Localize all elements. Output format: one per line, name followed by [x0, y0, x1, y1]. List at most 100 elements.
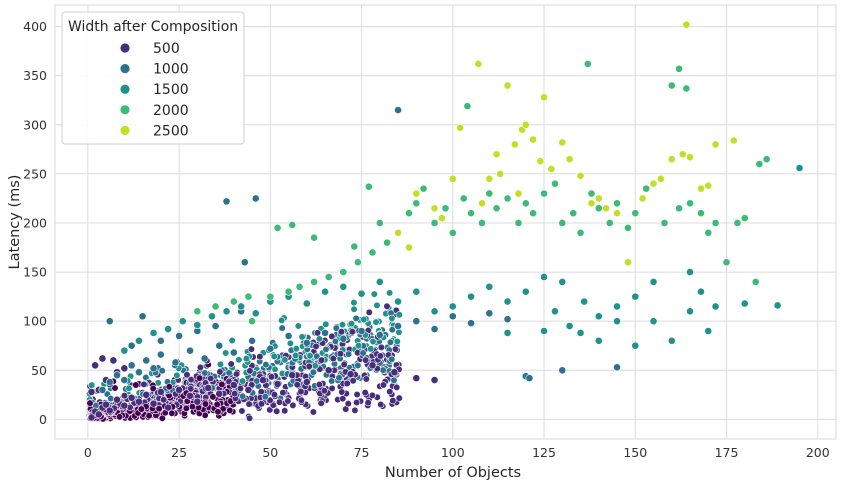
data-point-1000 [339, 334, 348, 343]
data-point-2000 [310, 233, 319, 242]
data-point [344, 350, 353, 358]
data-point [140, 380, 148, 388]
data-point [247, 345, 256, 353]
data-point-2500 [478, 199, 486, 208]
data-point [389, 396, 397, 405]
data-point [328, 377, 336, 385]
data-point [88, 381, 96, 389]
data-point-2500 [394, 228, 402, 237]
data-point-1500 [375, 277, 384, 286]
data-point [120, 392, 129, 400]
data-point-1500 [237, 302, 246, 311]
data-point-1000 [138, 312, 147, 321]
data-point [213, 400, 221, 408]
data-point-2000 [310, 277, 319, 286]
data-point-500 [87, 387, 96, 396]
data-point-1000 [211, 322, 220, 330]
x-tick-label: 125 [532, 445, 556, 460]
data-point-500 [109, 356, 118, 365]
y-tick-label: 300 [23, 117, 47, 132]
data-point-2500 [437, 214, 446, 222]
data-point-2000 [405, 209, 413, 218]
data-point-2000 [613, 199, 621, 208]
data-point-2000 [540, 189, 548, 198]
data-point [386, 388, 394, 396]
data-point-2000 [459, 194, 468, 203]
data-point-1500 [222, 307, 231, 316]
data-point-2000 [492, 204, 501, 213]
data-point [207, 374, 215, 383]
data-point [391, 345, 400, 353]
data-point-2500 [405, 243, 413, 252]
data-point-1500 [251, 309, 260, 318]
data-point-500 [273, 380, 282, 388]
data-point [352, 314, 360, 322]
data-point [322, 345, 330, 353]
data-point [395, 328, 403, 336]
x-axis-label: Number of Objects [385, 465, 521, 481]
gridlines [55, 5, 836, 439]
data-point-1500 [339, 282, 348, 291]
data-point-2000 [419, 184, 428, 193]
y-tick-label: 50 [31, 363, 47, 378]
data-point [289, 401, 297, 409]
data-point-1000 [467, 319, 475, 328]
data-point [137, 405, 145, 413]
data-point-1500 [540, 327, 548, 335]
y-tick-label: 200 [23, 215, 47, 230]
data-point-2000 [711, 219, 720, 227]
data-point [238, 377, 247, 385]
data-point-1000 [251, 194, 260, 203]
data-point-1000 [321, 329, 329, 337]
data-point [317, 399, 325, 407]
data-point [261, 393, 269, 401]
data-point [270, 352, 278, 361]
y-tick-label: 150 [23, 265, 47, 280]
data-point [350, 305, 358, 313]
data-point-1500 [613, 302, 621, 311]
data-point-2500 [529, 135, 537, 144]
data-point-1000 [135, 368, 143, 377]
data-point [362, 356, 370, 364]
data-point-1500 [686, 268, 694, 276]
data-point-500 [368, 361, 377, 370]
data-point-500 [302, 378, 311, 386]
data-point [196, 363, 205, 371]
data-point [340, 360, 348, 369]
data-point [335, 374, 343, 382]
data-point [395, 394, 403, 402]
data-point [362, 375, 370, 383]
data-point-2000 [463, 102, 472, 111]
data-point-1500 [521, 287, 530, 296]
legend-title: Width after Composition [68, 19, 238, 35]
data-point [286, 339, 294, 347]
data-point-500 [94, 410, 103, 419]
data-point [284, 397, 292, 405]
data-point [322, 320, 330, 328]
data-point-1000 [142, 356, 151, 365]
data-point-2000 [295, 282, 304, 291]
data-point-2500 [678, 150, 687, 159]
data-point-1000 [266, 344, 275, 353]
data-point-2500 [587, 199, 596, 208]
data-point-1000 [394, 322, 402, 330]
data-point [379, 381, 388, 389]
data-point-500 [127, 393, 136, 402]
data-point [267, 373, 276, 381]
data-point-1500 [485, 282, 494, 291]
data-point [235, 356, 243, 364]
data-point [292, 351, 300, 360]
data-point-500 [156, 387, 165, 396]
data-point-2500 [412, 189, 421, 198]
data-point-500 [135, 397, 143, 406]
data-point-1000 [430, 325, 439, 333]
data-point-1500 [795, 164, 804, 172]
data-point [145, 412, 153, 420]
data-point [312, 342, 320, 350]
data-point [353, 398, 361, 407]
legend: Width after Composition 500 1000 1500 2000 2… [61, 11, 245, 145]
data-point-1500 [773, 301, 782, 310]
data-point-2000 [762, 155, 771, 164]
data-point [236, 384, 245, 393]
data-point [393, 383, 401, 392]
